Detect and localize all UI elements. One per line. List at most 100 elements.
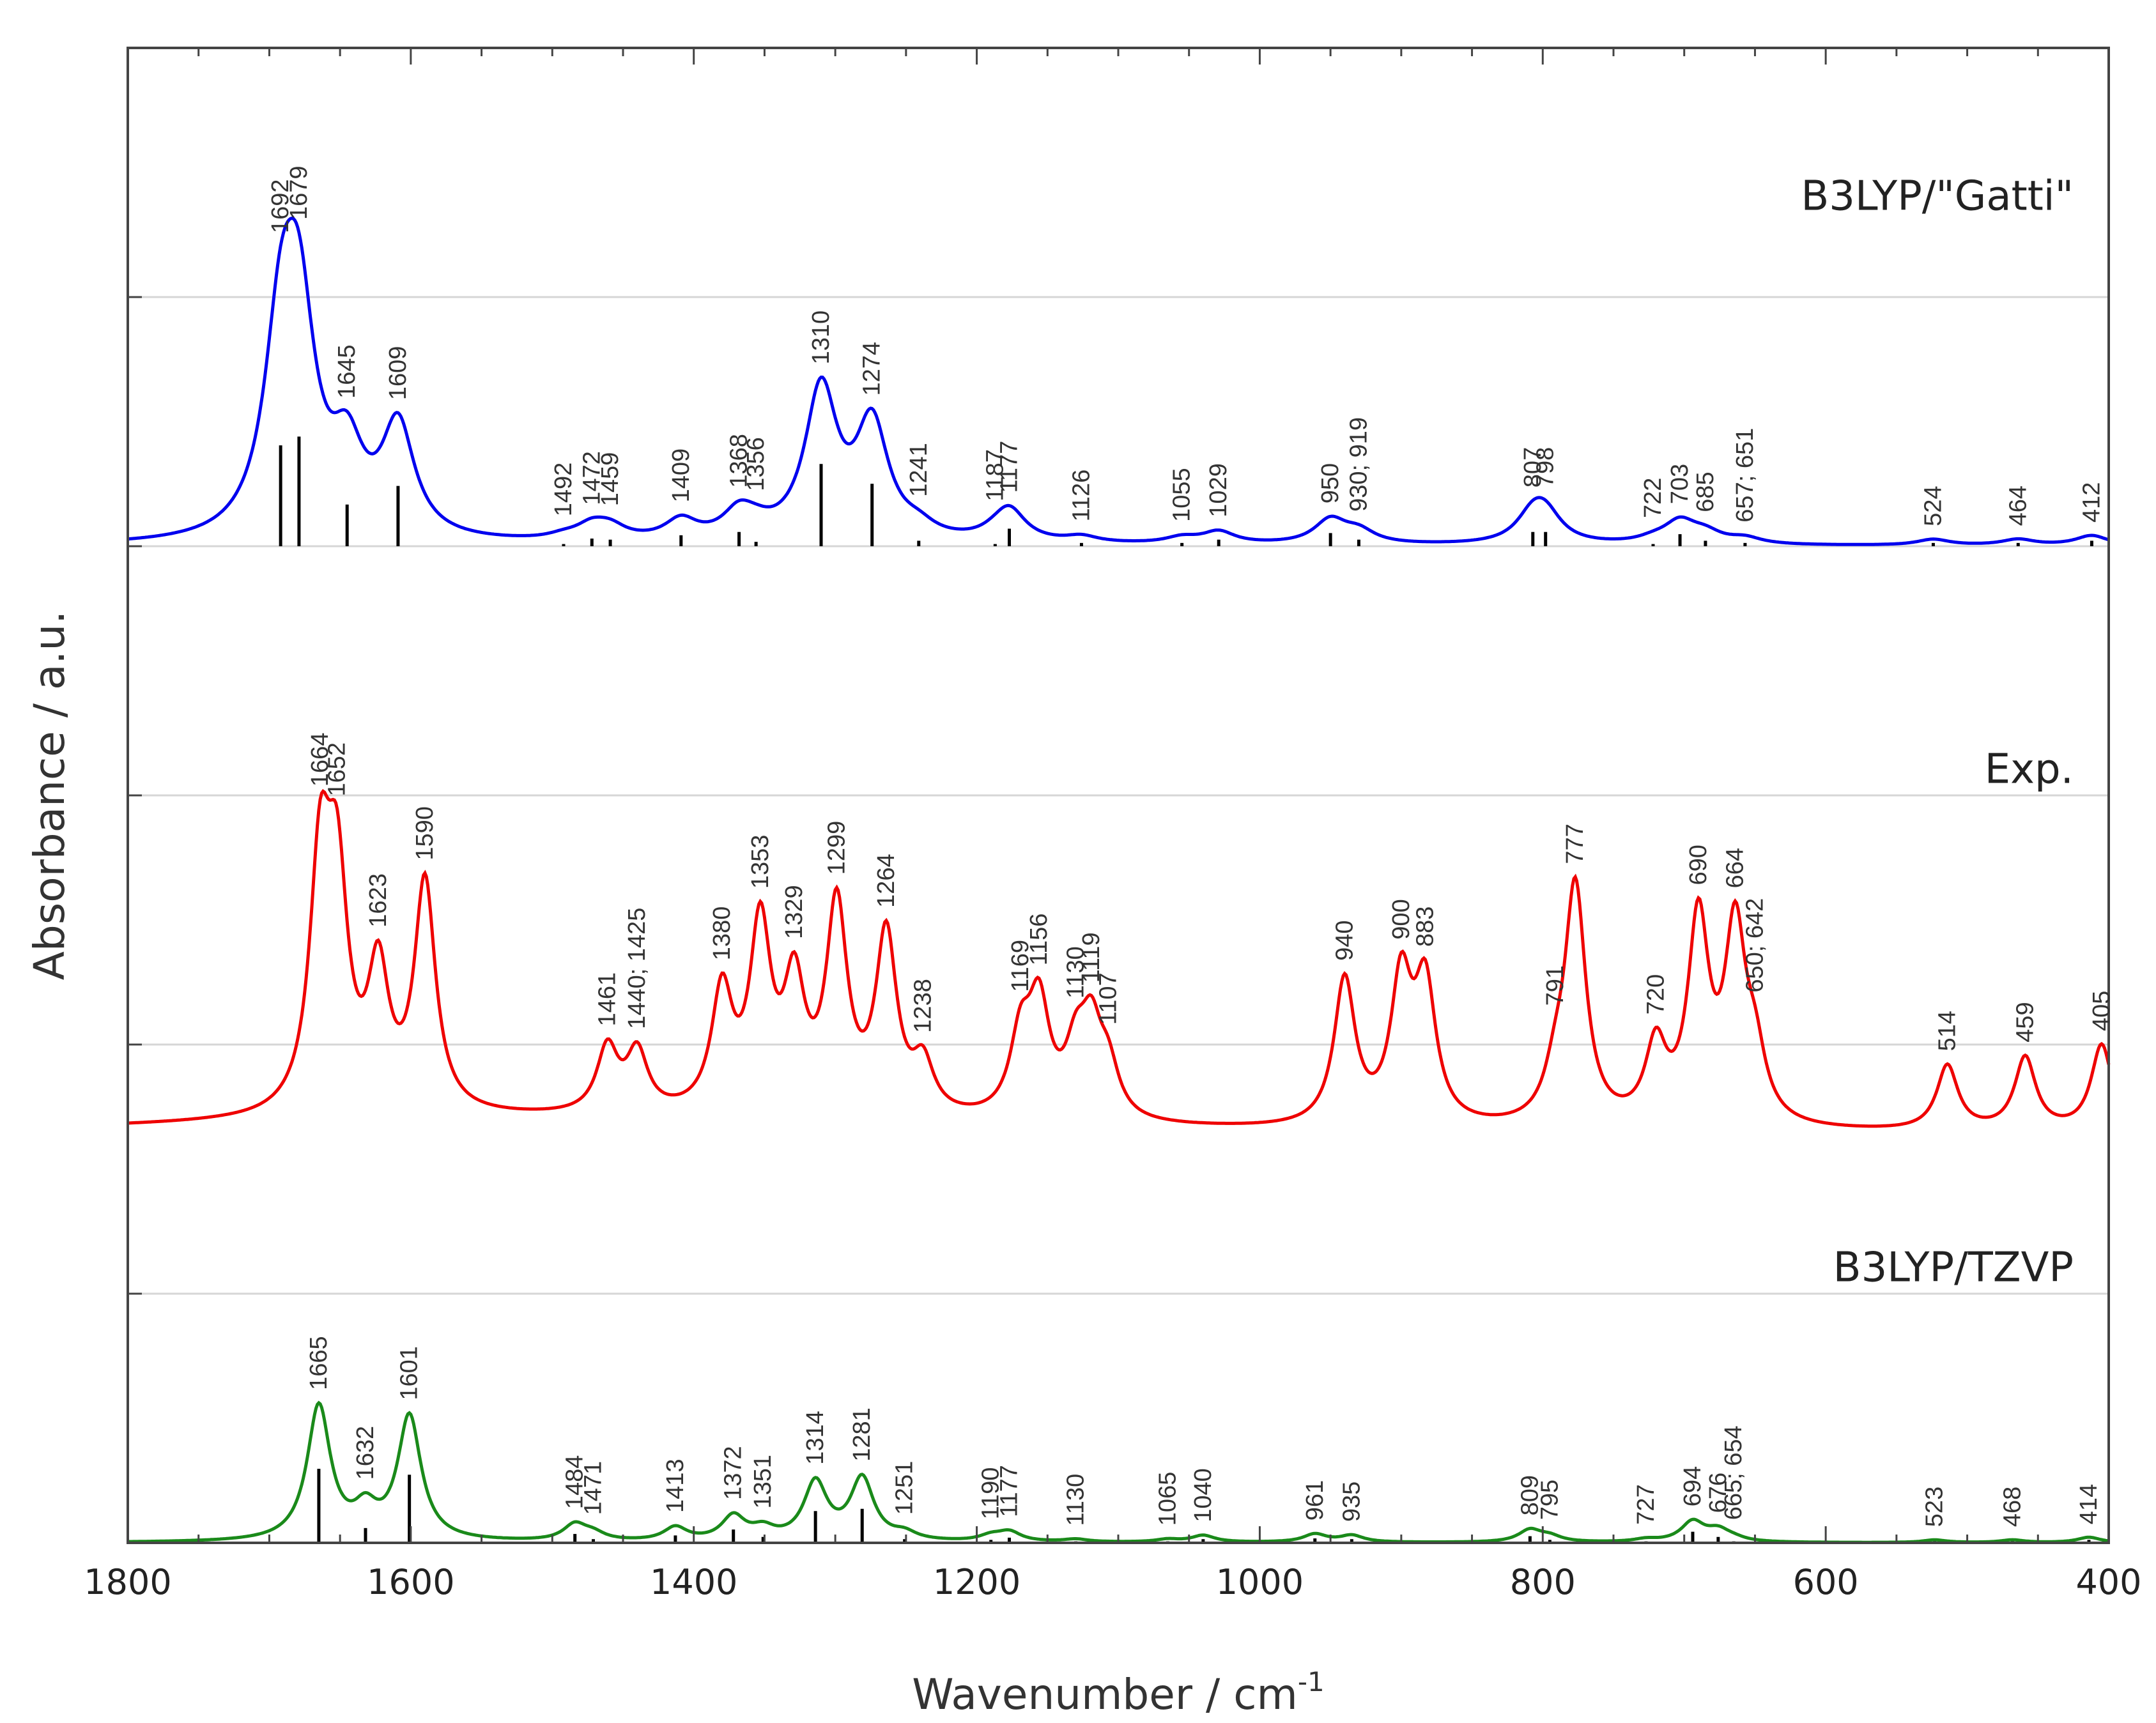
peak-label: 807 xyxy=(1520,447,1546,487)
peak-label: 459 xyxy=(2012,1002,2038,1042)
peak-label: 1130 xyxy=(1063,946,1090,999)
peak-label: 1126 xyxy=(1068,470,1095,522)
peak-label: 414 xyxy=(2075,1484,2102,1524)
peak-label: 1029 xyxy=(1205,463,1232,517)
peak-label: 1107 xyxy=(1095,972,1122,1025)
peak-label: 1299 xyxy=(823,821,850,875)
peak-label: 798 xyxy=(1532,447,1559,487)
peak-label: 405 xyxy=(2088,991,2115,1031)
series-line-0 xyxy=(127,216,2109,546)
series-name-2: B3LYP/TZVP xyxy=(1833,1244,2074,1292)
peak-label: 1652 xyxy=(324,742,351,797)
peak-label: 1169 xyxy=(1007,940,1034,992)
peak-label: 665; 654 xyxy=(1720,1425,1747,1520)
peak-label: 1264 xyxy=(873,854,900,908)
peak-label: 1492 xyxy=(550,463,577,517)
peak-label: 1187 xyxy=(982,449,1008,502)
series-name-1: Exp. xyxy=(1985,746,2074,793)
peak-label: 1119 xyxy=(1078,932,1105,983)
peak-label: 950 xyxy=(1317,463,1344,503)
x-tick-label: 1800 xyxy=(84,1562,171,1602)
peak-label: 1368 xyxy=(726,434,753,488)
peak-label: 1472 xyxy=(578,451,605,505)
peak-label: 650; 642 xyxy=(1741,898,1768,993)
x-axis-title: Wavenumber / cm-1 xyxy=(912,1666,1324,1719)
peak-label: 1440; 1425 xyxy=(624,908,651,1029)
peak-label: 1329 xyxy=(781,885,808,939)
peak-label: 1274 xyxy=(859,342,886,396)
peak-label: 1632 xyxy=(352,1426,379,1480)
x-tick-label: 800 xyxy=(1510,1562,1576,1602)
x-tick-label: 1000 xyxy=(1216,1562,1304,1602)
x-tick-label: 1600 xyxy=(367,1562,454,1602)
peak-label: 722 xyxy=(1640,478,1667,518)
peak-label: 795 xyxy=(1536,1480,1563,1520)
peak-label: 791 xyxy=(1542,965,1569,1006)
peak-label: 1130 xyxy=(1063,1474,1090,1526)
peak-label: 1314 xyxy=(802,1411,829,1465)
peak-label: 1484 xyxy=(562,1455,589,1510)
peak-label: 1601 xyxy=(396,1346,423,1400)
peak-label: 524 xyxy=(1920,486,1946,526)
peak-label: 1351 xyxy=(750,1455,776,1509)
peak-label: 676 xyxy=(1705,1473,1732,1513)
peak-label: 727 xyxy=(1633,1484,1659,1524)
peak-label: 1459 xyxy=(597,452,624,507)
peak-label: 1065 xyxy=(1155,1472,1182,1526)
gridlines xyxy=(128,296,2109,1295)
peak-label: 935 xyxy=(1338,1482,1365,1522)
peak-label: 464 xyxy=(2005,486,2031,526)
peak-label: 1281 xyxy=(849,1407,875,1462)
peak-label: 1590 xyxy=(412,806,438,861)
x-tick-label: 600 xyxy=(1793,1562,1859,1602)
peak-label: 1471 xyxy=(580,1461,607,1515)
peak-label: 1310 xyxy=(808,310,835,365)
peak-label: 1251 xyxy=(891,1461,918,1515)
peak-label: 1409 xyxy=(668,448,695,503)
peak-label: 685 xyxy=(1692,471,1719,512)
peak-label: 1356 xyxy=(743,437,769,491)
peak-label: 1664 xyxy=(307,733,334,787)
peak-label: 1372 xyxy=(720,1446,747,1500)
x-axis-title-text: Wavenumber / cm xyxy=(912,1670,1298,1719)
peak-label: 703 xyxy=(1667,464,1693,504)
peak-label: 1413 xyxy=(662,1459,689,1513)
peak-label: 883 xyxy=(1412,907,1439,947)
series-name-0: B3LYP/"Gatti" xyxy=(1801,173,2074,220)
peak-label: 1177 xyxy=(996,441,1023,493)
peak-label: 412 xyxy=(2078,482,2105,523)
peak-label: 657; 651 xyxy=(1732,428,1759,523)
plot-area xyxy=(127,216,2111,1544)
series-line-1 xyxy=(127,788,2111,1128)
peak-label: 514 xyxy=(1934,1011,1961,1051)
peak-label: 930; 919 xyxy=(1345,417,1372,512)
peak-label: 1679 xyxy=(286,165,312,220)
peak-label: 900 xyxy=(1388,899,1415,939)
peak-label: 694 xyxy=(1679,1466,1706,1506)
peak-label: 523 xyxy=(1921,1487,1948,1527)
peak-label: 1461 xyxy=(594,972,621,1027)
peak-label: 690 xyxy=(1685,845,1712,885)
peak-label: 961 xyxy=(1302,1480,1328,1520)
peak-label: 720 xyxy=(1642,974,1669,1015)
peak-label: 1692 xyxy=(267,179,294,233)
series-line-2 xyxy=(128,1400,2109,1544)
peak-label: 1623 xyxy=(365,873,392,928)
peak-label: 1177 xyxy=(996,1465,1023,1517)
peak-label: 1665 xyxy=(305,1336,332,1390)
x-tick-label: 1200 xyxy=(933,1562,1020,1602)
peak-label: 1380 xyxy=(709,907,735,961)
axis-ticks: 1800 1600 1400 1200 1000 800 600 400 xyxy=(84,47,2142,1602)
peak-label: 1040 xyxy=(1190,1468,1217,1522)
peak-label: 1241 xyxy=(905,443,932,497)
peak-label: 940 xyxy=(1331,920,1358,960)
x-tick-label: 1400 xyxy=(650,1562,737,1602)
x-tick-label: 400 xyxy=(2075,1562,2141,1602)
peak-label: 1190 xyxy=(978,1467,1005,1520)
peak-label: 1156 xyxy=(1026,914,1052,966)
peak-label: 1238 xyxy=(909,979,936,1033)
peak-label: 1353 xyxy=(747,835,774,889)
peak-label: 664 xyxy=(1721,848,1748,888)
